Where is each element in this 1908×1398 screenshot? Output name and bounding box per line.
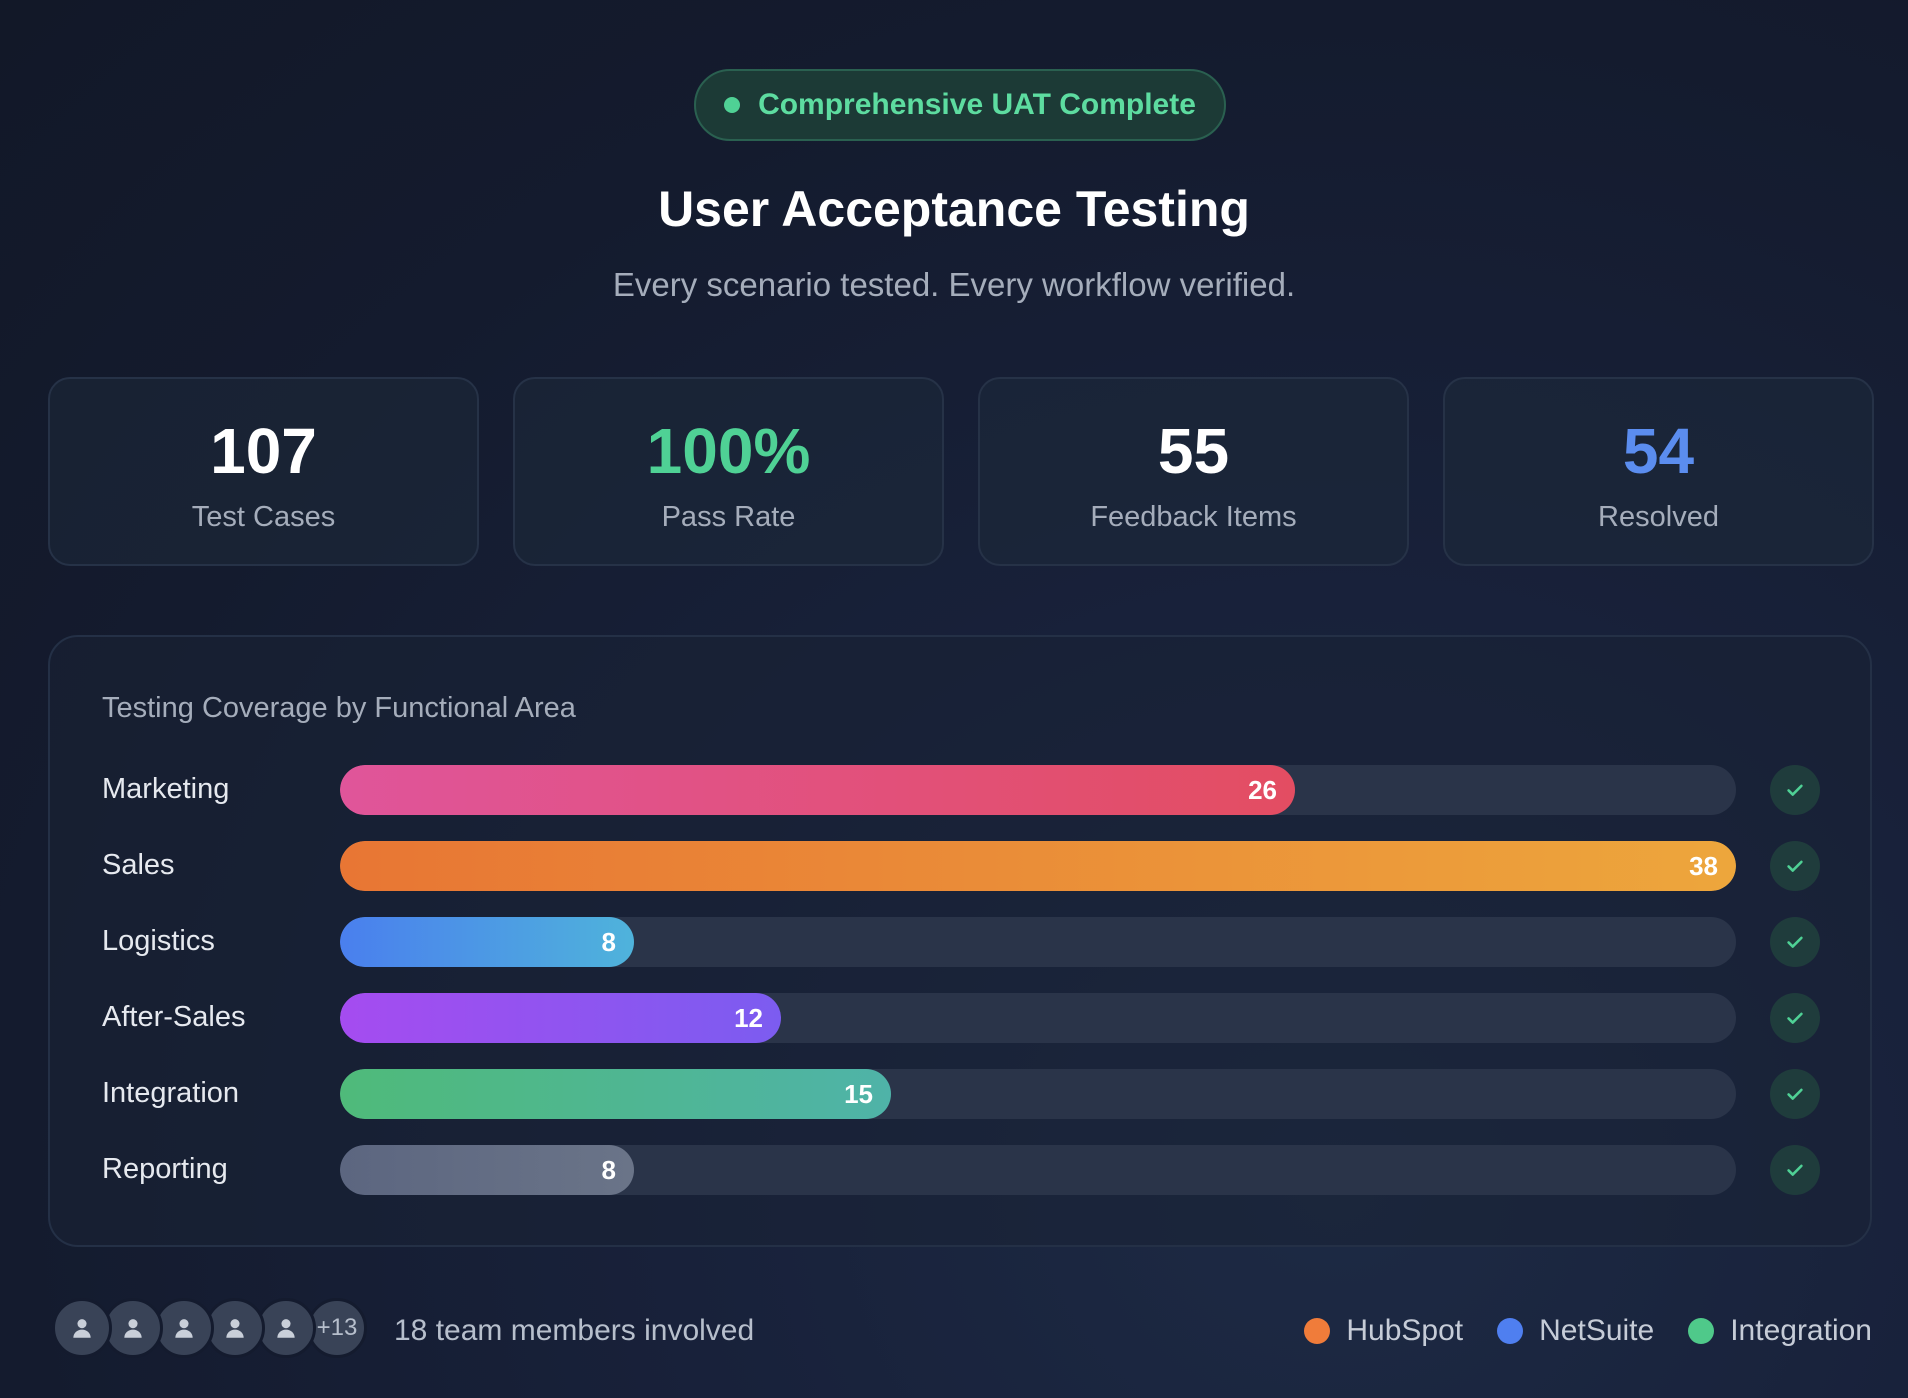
bar: 15 — [340, 1069, 891, 1119]
bar-value-label: 8 — [601, 927, 616, 957]
chart-title: Testing Coverage by Functional Area — [102, 692, 576, 724]
bar: 8 — [340, 1145, 634, 1195]
bar: 12 — [340, 993, 781, 1043]
legend-label: HubSpot — [1346, 1314, 1464, 1347]
bar-category-label: Reporting — [102, 1153, 228, 1185]
stat-label: Resolved — [1598, 501, 1719, 533]
legend-dot-icon — [1304, 1318, 1331, 1344]
page-title: User Acceptance Testing — [658, 181, 1250, 237]
legend-item: HubSpot — [1304, 1314, 1463, 1348]
check-icon — [1770, 1145, 1820, 1195]
stat-value: 54 — [1622, 415, 1695, 487]
page-subtitle: Every scenario tested. Every workflow ve… — [612, 266, 1296, 303]
legend-item: NetSuite — [1497, 1314, 1654, 1348]
bar-row: Integration 15 — [50, 1069, 1874, 1119]
legend-dot-icon — [1497, 1318, 1524, 1344]
legend-item: Integration — [1688, 1314, 1872, 1348]
stat-card-resolved: 54 Resolved — [1443, 377, 1874, 566]
legend-label: Integration — [1730, 1314, 1872, 1347]
bar-track: 12 — [340, 993, 1736, 1043]
stat-value: 100% — [646, 415, 811, 487]
stat-label: Pass Rate — [661, 501, 796, 533]
check-icon — [1770, 841, 1820, 891]
more-members-avatar: +13 — [307, 1298, 367, 1358]
bar-row: Marketing 26 — [50, 765, 1874, 815]
bar-row: Logistics 8 — [50, 917, 1874, 967]
stat-label: Feedback Items — [1090, 501, 1297, 533]
bar-category-label: After-Sales — [102, 1001, 246, 1033]
stat-label: Test Cases — [191, 501, 336, 533]
status-badge-label: Comprehensive UAT Complete — [758, 88, 1196, 121]
bar-category-label: Logistics — [102, 925, 215, 957]
status-dot-icon — [724, 97, 741, 113]
bar-value-label: 38 — [1689, 851, 1718, 881]
bar-track: 38 — [340, 841, 1736, 891]
bar-track: 8 — [340, 917, 1736, 967]
chart-legend: HubSpot NetSuite Integration — [1304, 1314, 1872, 1348]
user-icon — [103, 1298, 163, 1358]
bar-value-label: 8 — [601, 1155, 616, 1185]
stat-value: 55 — [1157, 415, 1230, 487]
bar: 38 — [340, 841, 1736, 891]
footer: +13 18 team members involved HubSpot NetS… — [0, 1298, 1908, 1362]
bar-value-label: 12 — [734, 1003, 763, 1033]
user-icon — [154, 1298, 214, 1358]
user-icon — [256, 1298, 316, 1358]
bar-category-label: Sales — [102, 849, 175, 881]
user-icon — [52, 1298, 112, 1358]
bar-category-label: Marketing — [102, 773, 230, 805]
bar-row: After-Sales 12 — [50, 993, 1874, 1043]
stat-value: 107 — [210, 415, 317, 487]
user-icon — [205, 1298, 265, 1358]
stat-card-test-cases: 107 Test Cases — [48, 377, 479, 566]
bar-category-label: Integration — [102, 1077, 240, 1109]
bar-row: Reporting 8 — [50, 1145, 1874, 1195]
bar-track: 26 — [340, 765, 1736, 815]
check-icon — [1770, 765, 1820, 815]
team-count-label: 18 team members involved — [394, 1314, 755, 1347]
check-icon — [1770, 1069, 1820, 1119]
bar-value-label: 15 — [844, 1079, 873, 1109]
check-icon — [1770, 917, 1820, 967]
bar: 8 — [340, 917, 634, 967]
status-badge: Comprehensive UAT Complete — [694, 69, 1226, 141]
stat-card-feedback-items: 55 Feedback Items — [978, 377, 1409, 566]
legend-label: NetSuite — [1539, 1314, 1655, 1347]
bar-row: Sales 38 — [50, 841, 1874, 891]
check-icon — [1770, 993, 1820, 1043]
bar-track: 15 — [340, 1069, 1736, 1119]
bar-track: 8 — [340, 1145, 1736, 1195]
stat-card-pass-rate: 100% Pass Rate — [513, 377, 944, 566]
bar: 26 — [340, 765, 1295, 815]
legend-dot-icon — [1688, 1318, 1715, 1344]
coverage-chart-panel: Testing Coverage by Functional Area Mark… — [48, 635, 1872, 1247]
bar-value-label: 26 — [1248, 775, 1277, 805]
